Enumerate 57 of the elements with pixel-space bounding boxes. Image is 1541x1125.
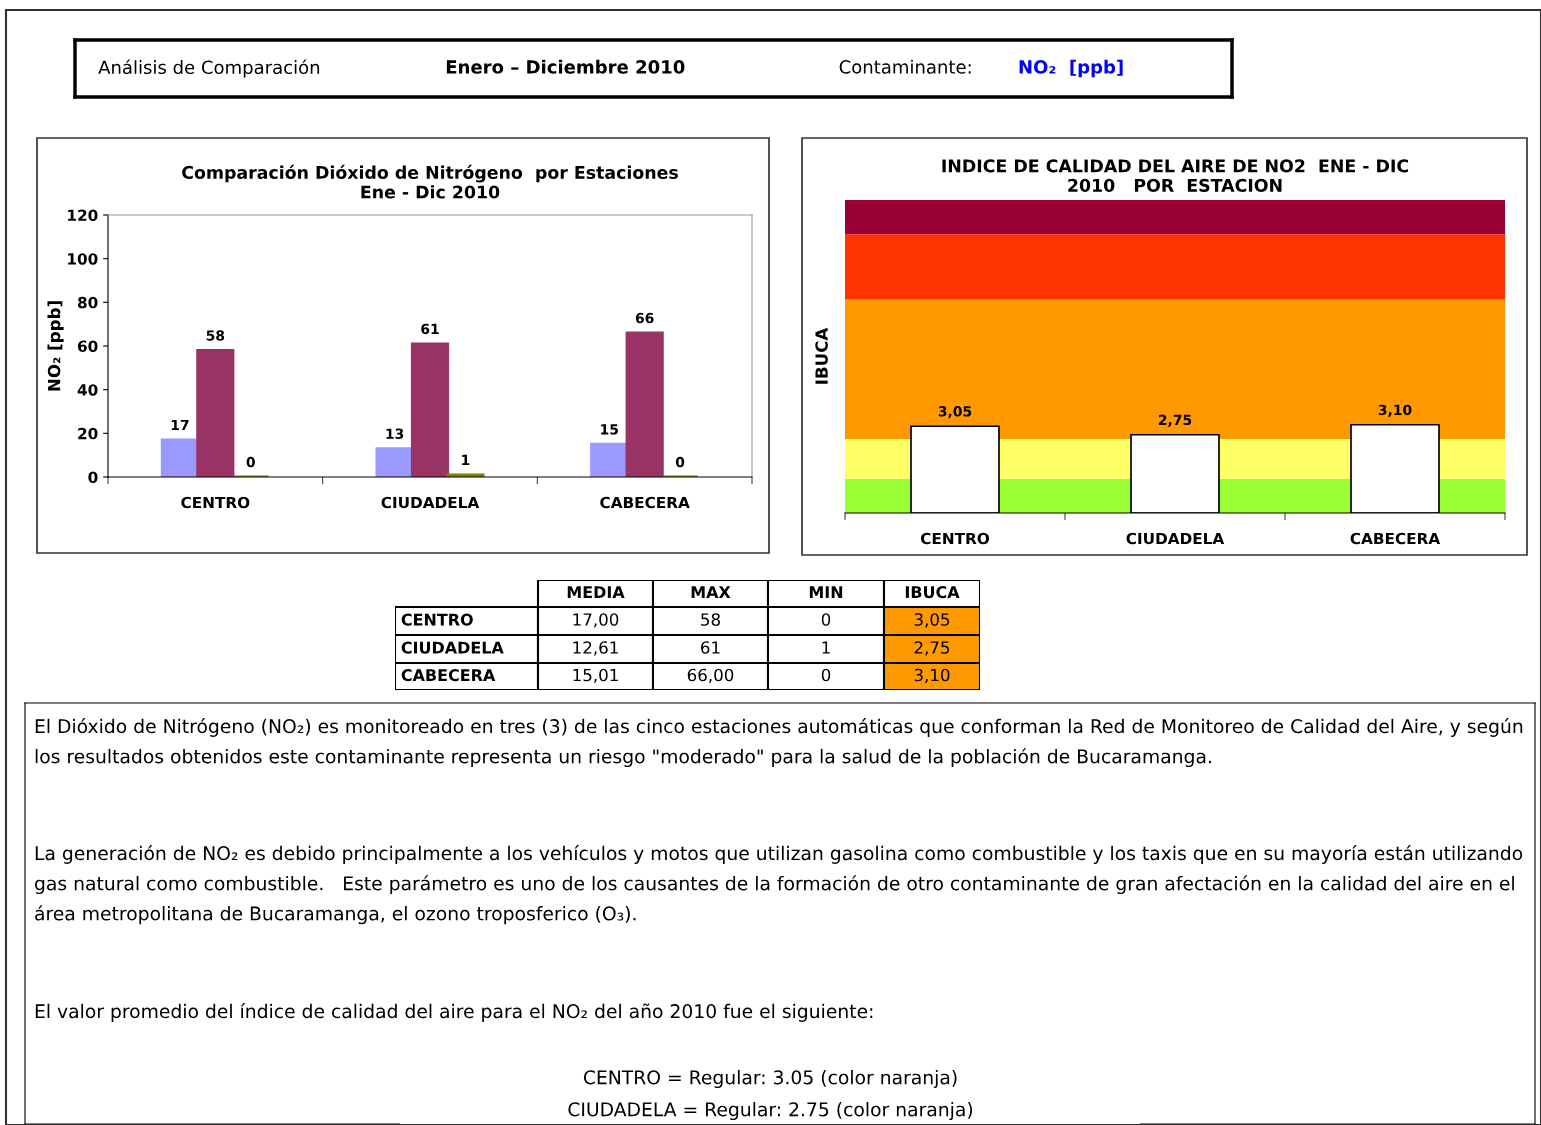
text: MAX [691, 586, 731, 598]
y-tick-label: 80 [77, 296, 98, 309]
text: NO₂ [ppb] [1019, 59, 1123, 78]
text: CABECERA [401, 669, 496, 682]
data-label: 1 [462, 454, 470, 465]
text: 0 [821, 668, 831, 682]
data-label: 61 [421, 323, 439, 335]
text: 3,10 [914, 668, 950, 684]
data-label: 3,05 [938, 406, 972, 419]
data-label: 0 [246, 456, 255, 468]
text: CIUDADELA [401, 641, 504, 654]
text: Contaminante: [839, 59, 971, 74]
y-tick-label: 100 [68, 253, 98, 265]
text: IBUCA [905, 586, 960, 599]
x-tick-label: CIUDADELA [1126, 532, 1225, 545]
y-axis-title: IBUCA [815, 327, 828, 384]
text: 15,01 [573, 668, 618, 684]
text: CIUDADELA = Regular: 2.75 (color naranja) [568, 1101, 973, 1121]
y-tick-label: 40 [77, 384, 98, 396]
text: MEDIA [567, 586, 625, 598]
text: 1 [822, 641, 830, 654]
y-axis-title: NO₂ [ppb] [47, 301, 64, 391]
text: 3,05 [914, 613, 950, 628]
text: 66,00 [687, 668, 734, 684]
y-tick-label: 20 [78, 427, 98, 440]
y-tick-label: 0 [88, 471, 98, 484]
text: La generación de NO₂ es debido principalmente a los vehículos y motos que utilizan gasolina como combustible y los taxis que en su mayoría están utilizando gas natural como combustible. Este parámetro es uno de los causantes de la formación de otro contaminante de gran afectación en la calidad del aire en el área metropolitana de Bucaramanga, el ozono troposferico (O₃). [35, 845, 1523, 925]
text: Enero – Diciembre 2010 [446, 59, 685, 74]
x-tick-label: CENTRO [920, 532, 990, 545]
x-tick-label: CABECERA [600, 496, 690, 509]
text: El valor promedio del índice de calidad del aire para el NO₂ del año 2010 fue el siguiente: [35, 1003, 873, 1022]
y-tick-label: 120 [68, 209, 98, 222]
data-label: 17 [171, 419, 189, 431]
text: CENTRO = Regular: 3.05 (color naranja) [583, 1069, 957, 1089]
data-label: 3,10 [1378, 404, 1412, 417]
x-tick-label: CENTRO [181, 496, 250, 509]
text: CENTRO [401, 613, 473, 626]
text: 12,61 [573, 641, 618, 656]
data-label: 66 [635, 312, 654, 324]
text: 17,00 [573, 613, 619, 628]
text: 2,75 [914, 641, 950, 656]
x-tick-label: CABECERA [1350, 532, 1441, 545]
data-label: 0 [675, 456, 685, 468]
text: Análisis de Comparación [98, 59, 320, 78]
chart-title: INDICE DE CALIDAD DEL AIRE DE NO2 ENE - DIC 2010 POR ESTACION [942, 159, 1409, 192]
text: El Dióxido de Nitrógeno (NO₂) es monitoreado en tres (3) de las cinco estaciones automáticas que conforman la Red de Monitoreo de Calidad del Aire, y según los resultados obtenidos este contaminante representa un riesgo "moderado" para la salud de la población de Bucaramanga. [35, 718, 1523, 768]
text: 61 [701, 641, 720, 654]
text: 0 [821, 613, 831, 626]
text: MIN [809, 586, 843, 598]
data-label: 58 [206, 330, 225, 341]
data-label: 15 [601, 424, 618, 435]
text: 58 [701, 613, 720, 626]
data-label: 13 [386, 428, 404, 439]
chart-title: Comparación Dióxido de Nitrógeno por Estaciones Ene - Dic 2010 [182, 164, 678, 199]
y-tick-label: 60 [77, 340, 98, 353]
x-tick-label: CIUDADELA [381, 496, 480, 509]
data-label: 2,75 [1158, 414, 1192, 427]
